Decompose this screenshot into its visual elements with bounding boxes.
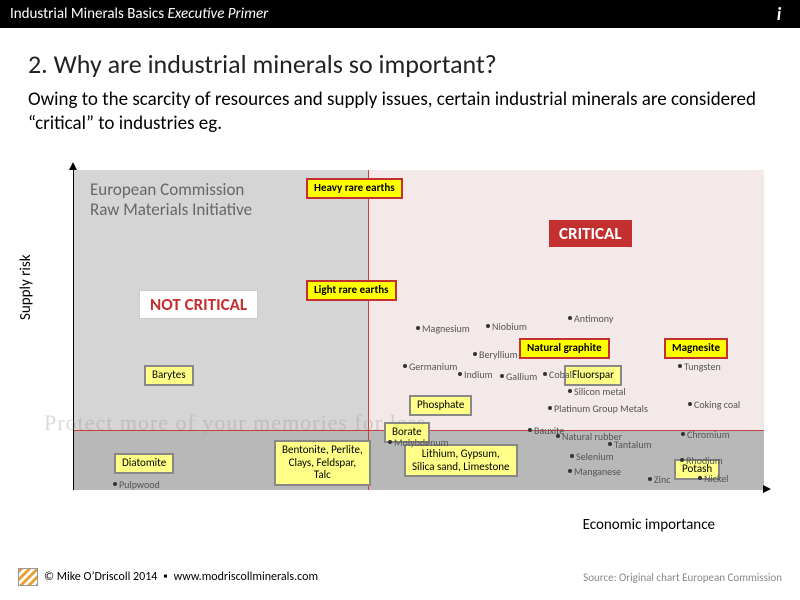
mineral-point bbox=[648, 477, 652, 481]
header-series: Industrial Minerals Basics bbox=[10, 5, 164, 23]
mineral-label: Indium bbox=[464, 368, 493, 381]
chart-area: Supply risk Economic importance European… bbox=[25, 170, 775, 540]
y-axis-label: Supply risk bbox=[17, 254, 35, 320]
header-bar: Industrial Minerals Basics Executive Pri… bbox=[0, 0, 800, 28]
mineral-box: Natural graphite bbox=[519, 338, 610, 359]
footer: © Mike O’Driscoll 2014 ▪ www.modriscollm… bbox=[0, 568, 800, 586]
mineral-point bbox=[681, 432, 685, 436]
mineral-point bbox=[548, 406, 552, 410]
mineral-point bbox=[528, 428, 532, 432]
mineral-label: Cobalt bbox=[549, 368, 575, 381]
slide-title-text: Why are industrial minerals so important… bbox=[54, 48, 497, 80]
mineral-box: Bentonite, Perlite,Clays, Feldspar,Talc bbox=[274, 440, 371, 486]
mineral-box: Magnesite bbox=[664, 338, 728, 359]
footer-left: © Mike O’Driscoll 2014 ▪ www.modriscollm… bbox=[18, 568, 318, 586]
mineral-label: Tungsten bbox=[684, 360, 721, 373]
info-icon: i bbox=[768, 3, 790, 25]
mineral-point bbox=[500, 374, 504, 378]
arrow-right-icon bbox=[763, 485, 771, 493]
slide-title: 2. Why are industrial minerals so import… bbox=[28, 48, 772, 80]
mineral-point bbox=[608, 442, 612, 446]
region-bg-critical bbox=[368, 170, 764, 430]
mineral-label: Silicon metal bbox=[574, 385, 626, 398]
mineral-label: Antimony bbox=[574, 312, 613, 325]
mineral-label: Niobium bbox=[492, 320, 527, 333]
footer-copyright: © Mike O’Driscoll 2014 bbox=[44, 570, 157, 584]
mineral-point bbox=[543, 372, 547, 376]
region-critical-label: CRITICAL bbox=[549, 220, 632, 247]
mineral-point bbox=[698, 476, 702, 480]
mineral-box: Diatomite bbox=[114, 453, 174, 474]
mineral-box: Phosphate bbox=[409, 395, 472, 416]
region-notcritical-label: NOT CRITICAL bbox=[139, 290, 258, 319]
header-title: Industrial Minerals Basics Executive Pri… bbox=[10, 5, 268, 23]
mineral-point bbox=[680, 458, 684, 462]
mineral-point bbox=[568, 469, 572, 473]
mineral-point bbox=[556, 434, 560, 438]
mineral-point bbox=[570, 454, 574, 458]
x-axis-label: Economic importance bbox=[583, 516, 715, 534]
mineral-label: Selenium bbox=[576, 450, 614, 463]
mineral-label: Molybdenum bbox=[394, 436, 449, 449]
mineral-box: Light rare earths bbox=[306, 280, 397, 301]
mineral-label: Platinum Group Metals bbox=[554, 402, 648, 415]
mineral-label: Zinc bbox=[654, 473, 670, 486]
mineral-point bbox=[458, 372, 462, 376]
footer-logo-icon bbox=[18, 568, 38, 586]
mineral-box: Heavy rare earths bbox=[306, 178, 403, 199]
mineral-label: Germanium bbox=[409, 360, 457, 373]
initiative-label: European CommissionRaw Materials Initiat… bbox=[90, 180, 252, 219]
footer-url: www.modriscollminerals.com bbox=[174, 570, 318, 584]
footer-sep: ▪ bbox=[163, 570, 167, 584]
mineral-point bbox=[113, 482, 117, 486]
mineral-label: Manganese bbox=[574, 465, 621, 478]
mineral-label: Magnesium bbox=[422, 322, 470, 335]
mineral-point bbox=[388, 440, 392, 444]
mineral-point bbox=[403, 364, 407, 368]
mineral-label: Tantalum bbox=[614, 438, 652, 451]
mineral-point bbox=[473, 352, 477, 356]
mineral-label: Rhodium bbox=[686, 454, 723, 467]
arrow-up-icon bbox=[69, 162, 77, 170]
mineral-point bbox=[568, 389, 572, 393]
mineral-box: Barytes bbox=[144, 365, 194, 386]
mineral-label: Gallium bbox=[506, 370, 537, 383]
header-subtitle: Executive Primer bbox=[168, 5, 269, 23]
slide-number: 2. bbox=[28, 48, 48, 80]
mineral-point bbox=[688, 402, 692, 406]
mineral-label: Coking coal bbox=[694, 398, 740, 411]
mineral-label: Beryllium bbox=[479, 348, 518, 361]
mineral-point bbox=[678, 364, 682, 368]
mineral-point bbox=[486, 324, 490, 328]
plot: European CommissionRaw Materials Initiat… bbox=[73, 170, 763, 490]
slide-subtitle: Owing to the scarcity of resources and s… bbox=[28, 88, 772, 136]
mineral-label: Nickel bbox=[704, 472, 728, 485]
mineral-label: Pulpwood bbox=[119, 478, 160, 491]
mineral-label: Chromium bbox=[687, 428, 730, 441]
mineral-point bbox=[568, 316, 572, 320]
content: 2. Why are industrial minerals so import… bbox=[0, 28, 800, 136]
mineral-point bbox=[416, 326, 420, 330]
footer-source: Source: Original chart European Commissi… bbox=[583, 571, 782, 584]
